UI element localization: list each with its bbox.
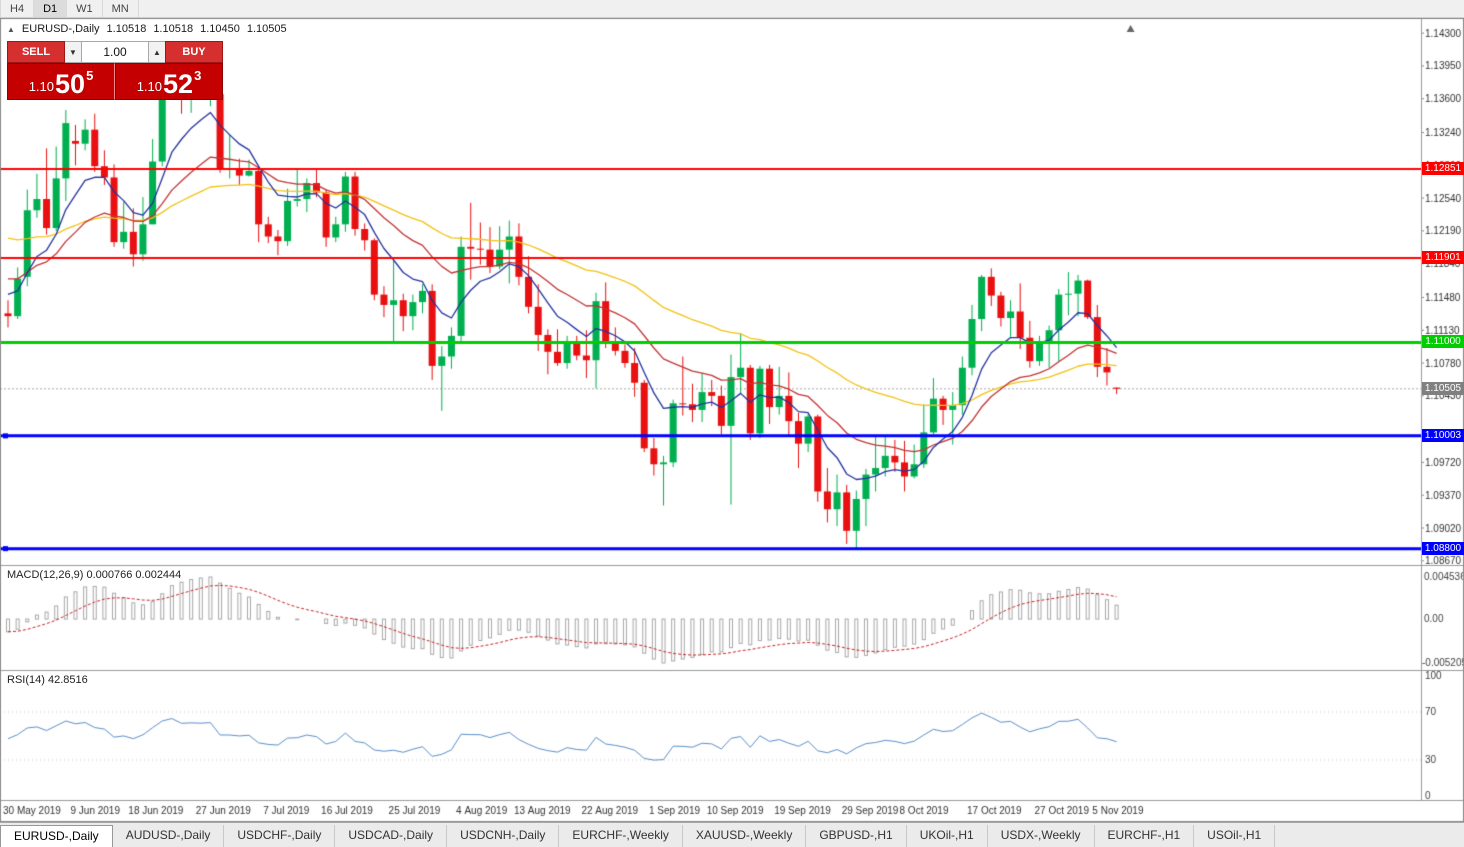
buy-price-point: 3 [194,68,202,83]
chart-tab-xauusd-weekly[interactable]: XAUUSD-,Weekly [683,825,807,847]
buy-price-display[interactable]: 1.10 52 3 [115,63,223,100]
volume-decrease-button[interactable]: ▼ [65,41,81,63]
hline-price-label: 1.08800 [1422,542,1464,555]
chart-tab-eurchf-h1[interactable]: EURCHF-,H1 [1095,825,1195,847]
one-click-price-row: 1.10 50 5 1.10 52 3 [7,63,223,100]
ohlc-low: 1.10450 [200,23,240,35]
ohlc-close: 1.10505 [246,23,287,35]
period-button-mn[interactable]: MN [103,0,139,17]
sell-button[interactable]: SELL [7,41,65,63]
chart-tab-usdchf-daily[interactable]: USDCHF-,Daily [224,825,336,847]
panel-collapse-icon[interactable]: ▲ [7,24,15,34]
ohlc-high: 1.10518 [153,23,194,35]
current-price-label: 1.10505 [1422,382,1464,395]
ohlc-open: 1.10518 [106,23,147,35]
volume-input[interactable] [81,41,149,63]
chart-tab-usdx-weekly[interactable]: USDX-,Weekly [988,825,1095,847]
hline-price-label: 1.11901 [1422,251,1464,264]
chevron-up-icon: ▲ [153,47,161,57]
hline-price-label: 1.12851 [1422,162,1464,175]
chart-tab-usdcnh-daily[interactable]: USDCNH-,Daily [447,825,560,847]
volume-increase-button[interactable]: ▲ [149,41,165,63]
period-button-h4[interactable]: H4 [0,0,35,17]
buy-price-pips: 52 [163,68,194,99]
chart-tab-ukoil-h1[interactable]: UKOil-,H1 [907,825,988,847]
chart-tab-gbpusd-h1[interactable]: GBPUSD-,H1 [806,825,907,847]
price-chart-canvas[interactable] [0,18,1464,822]
sell-price-display[interactable]: 1.10 50 5 [7,63,115,100]
chart-tab-bar: EURUSD-,Daily AUDUSD-,Daily USDCHF-,Daily U… [0,822,1464,847]
period-button-w1[interactable]: W1 [67,0,103,17]
sell-price-point: 5 [86,68,94,83]
one-click-order-row: SELL ▼ ▲ BUY [7,41,223,63]
chart-tab-eurchf-weekly[interactable]: EURCHF-,Weekly [559,825,683,847]
chart-tab-audusd-daily[interactable]: AUDUSD-,Daily [113,825,225,847]
period-button-d1[interactable]: D1 [34,0,68,17]
chevron-down-icon: ▼ [69,47,77,57]
hline-price-label: 1.10003 [1422,429,1464,442]
buy-price-prefix: 1.10 [136,79,163,94]
chart-tab-usdcad-daily[interactable]: USDCAD-,Daily [335,825,448,847]
chart-symbol-period: EURUSD-,Daily [21,23,100,35]
macd-indicator-label: MACD(12,26,9) 0.000766 0.002444 [7,569,182,581]
rsi-indicator-label: RSI(14) 42.8516 [7,674,88,686]
buy-button[interactable]: BUY [165,41,223,63]
chart-tab-usoil-h1[interactable]: USOil-,H1 [1194,825,1276,847]
hline-price-label: 1.11000 [1422,335,1464,348]
sell-price-pips: 50 [55,68,86,99]
chart-tab-eurusd-daily[interactable]: EURUSD-,Daily [0,825,113,847]
chart-ohlc-header: ▲ EURUSD-,Daily 1.10518 1.10518 1.10450 … [7,23,287,35]
sell-price-prefix: 1.10 [28,79,55,94]
period-toolbar: H4 D1 W1 MN [0,0,1464,18]
